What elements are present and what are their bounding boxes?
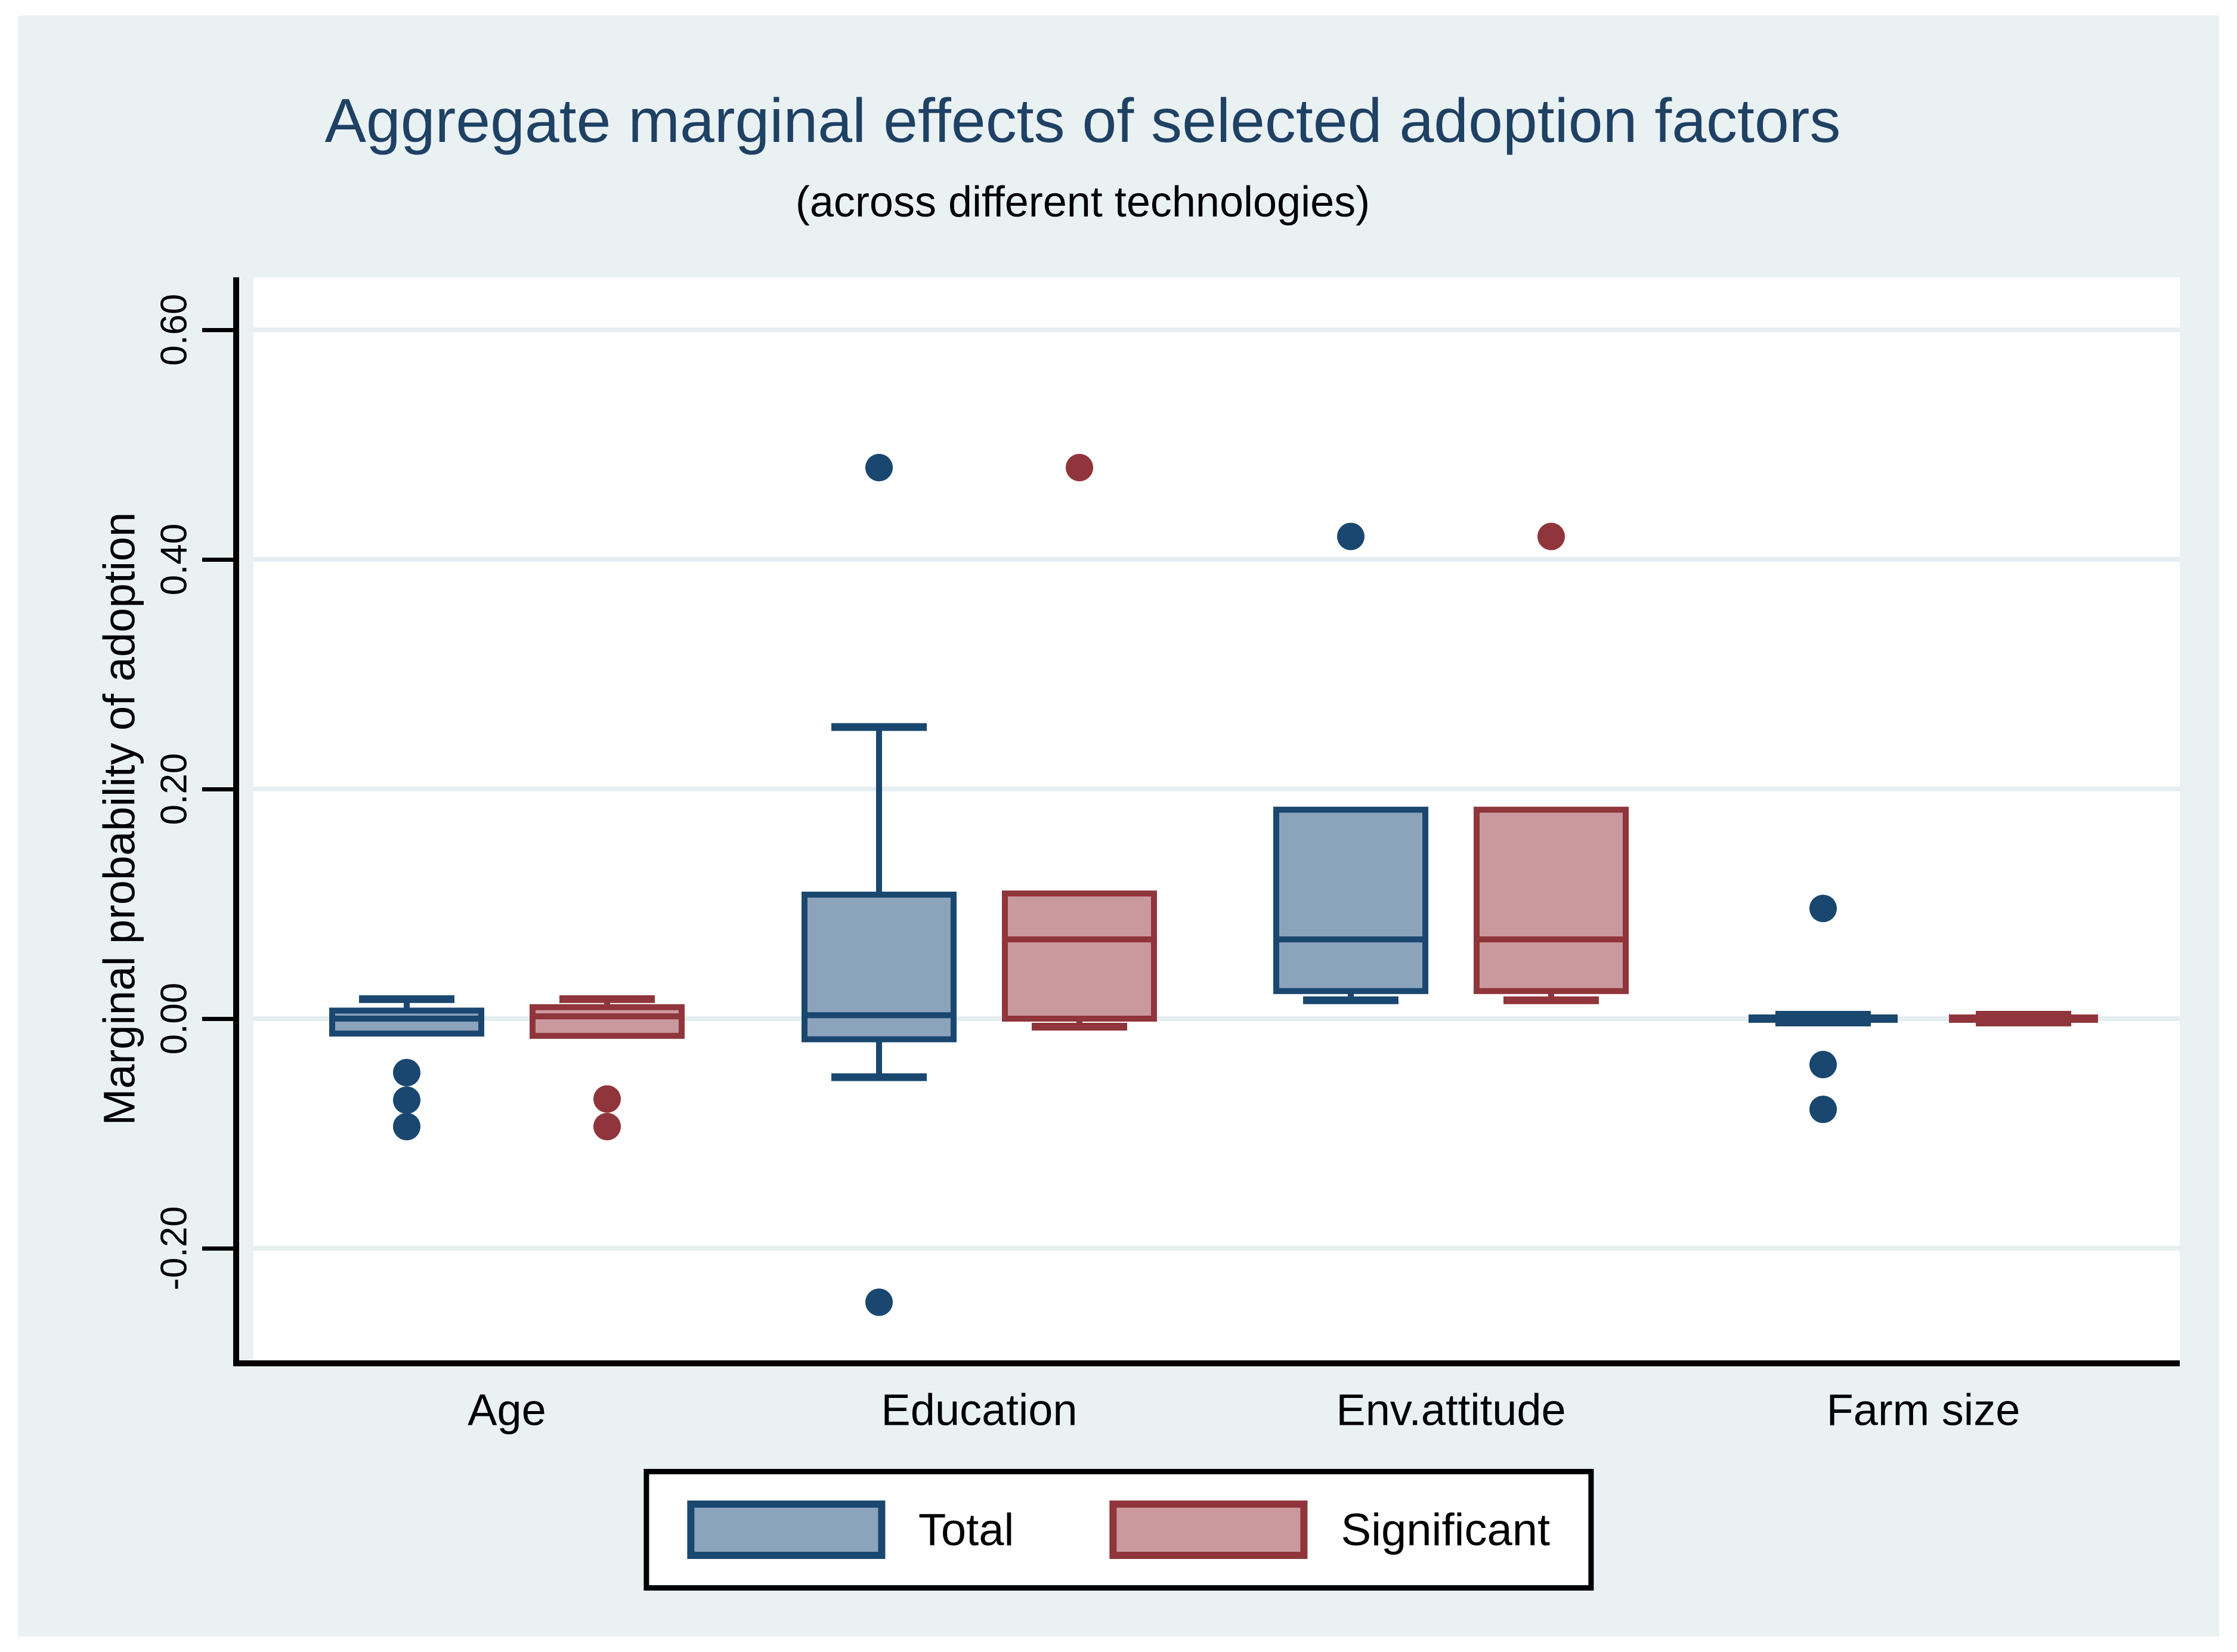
outlier-dot-significant-env-attitude-0 [1537, 522, 1565, 550]
box-significant-age [530, 1004, 685, 1039]
outlier-dot-total-env-attitude-0 [1337, 522, 1365, 550]
outlier-dot-significant-age-1 [593, 1112, 621, 1140]
x-category-label-farm-size: Farm size [1826, 1385, 2021, 1435]
y-tick-0.20 [202, 787, 233, 791]
y-tick-label--0.20: -0.20 [153, 1206, 195, 1291]
legend-item-significant: Significant [1109, 1501, 1550, 1559]
box-collapsed-caps-total-farm-size [1775, 1011, 1871, 1026]
lower-whisker-cap-significant-education [1032, 1022, 1127, 1031]
y-tick-0.40 [202, 557, 233, 562]
y-tick-0.60 [202, 327, 233, 332]
x-category-label-education: Education [881, 1385, 1078, 1435]
box-total-age [329, 1007, 484, 1037]
boxplot-svg [253, 327, 2180, 1316]
chart-title: Aggregate marginal effects of selected a… [324, 86, 1841, 156]
y-tick-label-0.40: 0.40 [153, 523, 195, 596]
legend: Total Significant [643, 1469, 1594, 1591]
y-tick-label-0.60: 0.60 [153, 293, 195, 366]
box-significant-education [1002, 890, 1157, 1022]
upper-whisker-cap-total-education [831, 723, 927, 731]
legend-swatch-total [686, 1501, 885, 1559]
legend-label-total: Total [918, 1504, 1014, 1555]
plot-area [253, 277, 2180, 1360]
x-category-label-env-attitude: Env.attitude [1336, 1385, 1566, 1435]
outlier-dot-total-farm-size-0 [1809, 895, 1837, 923]
lower-whisker-cap-total-env-attitude [1303, 996, 1398, 1004]
outlier-dot-total-farm-size-1 [1809, 1051, 1837, 1078]
box-significant-env-attitude [1474, 806, 1629, 994]
outlier-dot-total-age-0 [393, 1059, 420, 1087]
x-axis-line [233, 1360, 2180, 1366]
y-axis-title: Marginal probability of adoption [94, 512, 144, 1126]
legend-item-total: Total [686, 1501, 1014, 1559]
x-category-label-age: Age [468, 1385, 546, 1435]
y-tick-label-0.00: 0.00 [153, 982, 195, 1055]
outlier-dot-total-age-1 [393, 1086, 420, 1114]
upper-whisker-cap-total-age [359, 995, 454, 1003]
y-axis-line [233, 277, 239, 1366]
legend-swatch-significant [1109, 1501, 1308, 1559]
y-tick--0.20 [202, 1246, 233, 1251]
y-tick-0.00 [202, 1016, 233, 1021]
y-tick-label-0.20: 0.20 [153, 753, 195, 825]
outlier-dot-total-age-2 [393, 1112, 420, 1140]
outlier-dot-significant-education-0 [1066, 454, 1093, 481]
lower-whisker-cap-significant-env-attitude [1503, 996, 1599, 1004]
chart-canvas: Aggregate marginal effects of selected a… [18, 16, 2219, 1636]
legend-label-significant: Significant [1341, 1504, 1551, 1555]
outlier-dot-total-education-1 [865, 1288, 893, 1316]
chart-subtitle: (across different technologies) [795, 178, 1370, 226]
outlier-dot-total-education-0 [865, 454, 893, 481]
upper-whisker-cap-significant-age [559, 995, 655, 1003]
box-collapsed-caps-significant-farm-size [1976, 1011, 2071, 1026]
lower-whisker-cap-total-education [831, 1073, 927, 1081]
box-total-env-attitude [1273, 806, 1428, 994]
outlier-dot-significant-age-0 [593, 1085, 621, 1113]
outlier-dot-total-farm-size-2 [1809, 1096, 1837, 1124]
